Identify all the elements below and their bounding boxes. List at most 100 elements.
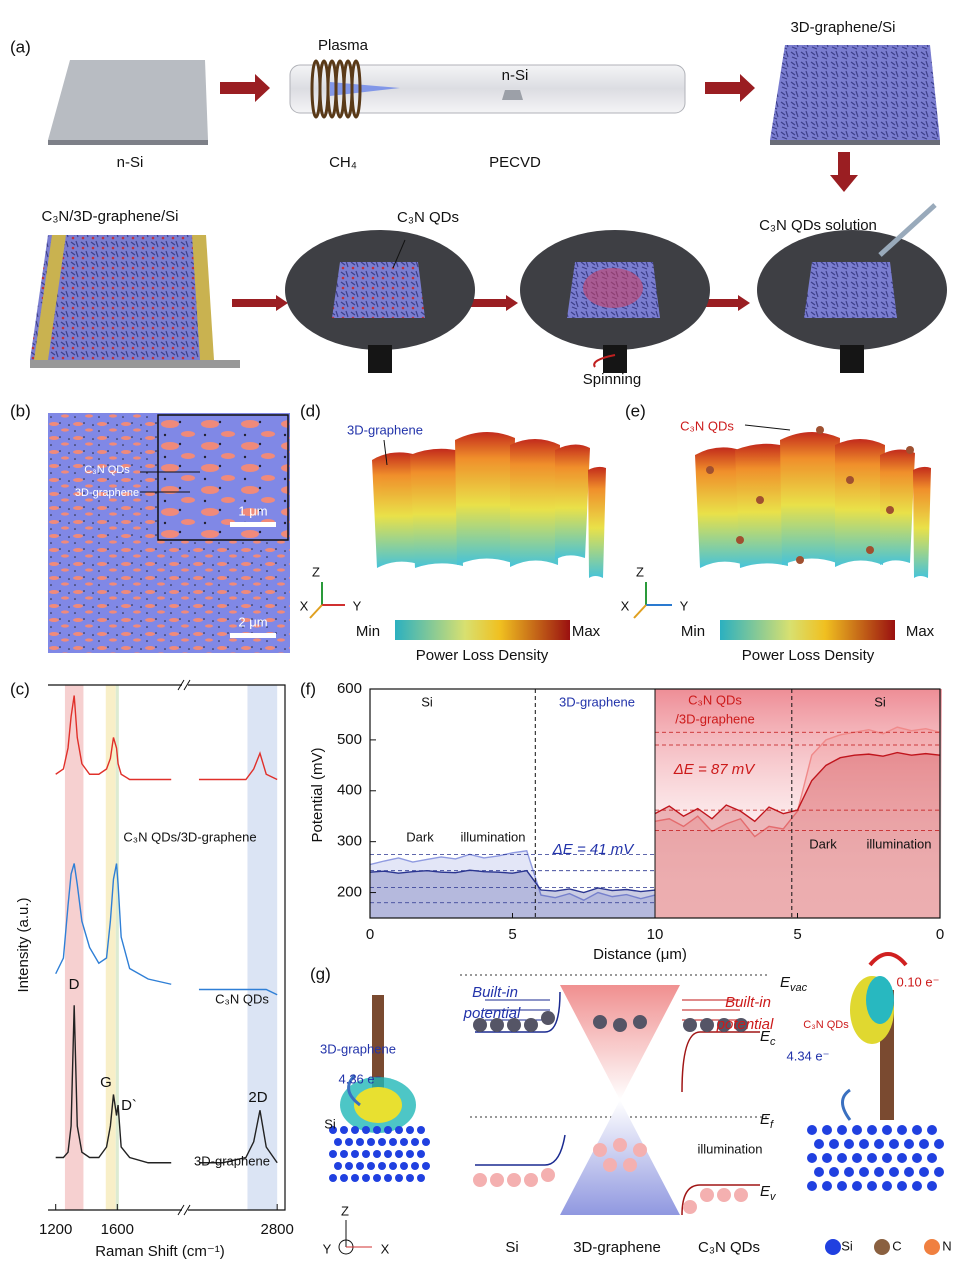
y-axis-label: Potential (mV) — [309, 747, 326, 842]
atom — [852, 1153, 862, 1163]
energy-level: Ef — [760, 1111, 774, 1131]
atom — [822, 1153, 832, 1163]
atom — [417, 1150, 425, 1158]
label: CH₄ — [329, 154, 357, 171]
atom — [329, 1174, 337, 1182]
region-label: Si — [874, 694, 886, 709]
legend-label: Si — [841, 1238, 853, 1253]
atom — [874, 1139, 884, 1149]
symbol: E — [780, 974, 791, 991]
label: illumination — [697, 1141, 762, 1156]
atom — [395, 1174, 403, 1182]
panel-label: (f) — [300, 679, 316, 698]
band — [105, 685, 116, 1210]
spectrum-line — [198, 1110, 278, 1164]
colorbar-min: Min — [356, 623, 380, 640]
y-tick-label: 300 — [337, 833, 362, 850]
y-tick-label: 500 — [337, 731, 362, 748]
delta-label: ΔE = 41 mV — [552, 841, 636, 858]
atom — [919, 1139, 929, 1149]
label: C₃N QDs — [803, 1019, 849, 1031]
subscript: v — [770, 1191, 777, 1203]
region-label: C₃N QDs — [688, 692, 742, 707]
annotation: C₃N QDs — [680, 418, 734, 433]
atom — [373, 1126, 381, 1134]
atom — [334, 1162, 342, 1170]
atom — [844, 1139, 854, 1149]
y-tick-label: 200 — [337, 884, 362, 901]
scale-label: 1 μm — [238, 503, 267, 518]
label: PECVD — [489, 154, 541, 171]
atom — [882, 1153, 892, 1163]
colorbar-max: Max — [572, 623, 601, 640]
atom — [422, 1162, 430, 1170]
x-tick-label: 5 — [793, 926, 801, 943]
label: 4.34 e⁻ — [786, 1048, 829, 1063]
atom — [934, 1139, 944, 1149]
panel-de-art — [309, 424, 931, 640]
potential-line — [369, 869, 656, 894]
atom — [400, 1138, 408, 1146]
annotation: 3D-graphene — [347, 422, 423, 437]
axis-frame — [48, 684, 286, 1211]
atom — [874, 1167, 884, 1177]
atom — [395, 1126, 403, 1134]
y-axis-label: Intensity (a.u.) — [15, 897, 32, 992]
subscript: c — [770, 1036, 776, 1048]
series-label: 3D-graphene — [194, 1153, 270, 1168]
panel-a-art — [30, 45, 947, 373]
atom — [904, 1139, 914, 1149]
atom — [927, 1153, 937, 1163]
atom — [852, 1181, 862, 1191]
panel-label: (d) — [300, 401, 321, 420]
atom — [384, 1126, 392, 1134]
band — [115, 685, 119, 1210]
spectrum-line — [198, 988, 278, 996]
atom — [345, 1138, 353, 1146]
x-tick-label: 10 — [647, 926, 664, 943]
panel-label: (g) — [310, 964, 331, 983]
atom — [912, 1181, 922, 1191]
atom — [867, 1125, 877, 1135]
atom — [395, 1150, 403, 1158]
atom — [814, 1167, 824, 1177]
energy-level: Ev — [760, 1183, 777, 1203]
atom — [329, 1126, 337, 1134]
atom — [882, 1125, 892, 1135]
panel-label: (c) — [10, 679, 30, 698]
colorbar-title: Power Loss Density — [416, 647, 549, 664]
atom — [889, 1139, 899, 1149]
built-in-label: potential — [716, 1016, 774, 1033]
atom — [417, 1126, 425, 1134]
x-tick-label: 1600 — [101, 1221, 134, 1238]
spectrum-line — [55, 863, 172, 985]
atom — [351, 1150, 359, 1158]
atom — [411, 1138, 419, 1146]
atom — [859, 1167, 869, 1177]
band — [247, 685, 278, 1210]
potential-area — [370, 870, 655, 918]
y-tick-label: 600 — [337, 680, 362, 697]
atom — [912, 1153, 922, 1163]
atom — [837, 1181, 847, 1191]
label: 4.36 e⁻ — [338, 1071, 381, 1086]
atom — [422, 1138, 430, 1146]
atom — [867, 1181, 877, 1191]
atom — [807, 1181, 817, 1191]
region-label: /3D-graphene — [675, 711, 755, 726]
atom — [822, 1125, 832, 1135]
atom — [859, 1139, 869, 1149]
atom — [927, 1125, 937, 1135]
atom — [889, 1167, 899, 1177]
atom — [329, 1150, 337, 1158]
legend-label: N — [942, 1238, 951, 1253]
spectrum-line — [55, 1005, 172, 1164]
panel-label: (a) — [10, 37, 31, 56]
atom — [406, 1150, 414, 1158]
atom — [406, 1174, 414, 1182]
band — [64, 685, 84, 1210]
symbol: E — [760, 1111, 771, 1128]
atom — [411, 1162, 419, 1170]
atom — [837, 1125, 847, 1135]
atom — [897, 1125, 907, 1135]
